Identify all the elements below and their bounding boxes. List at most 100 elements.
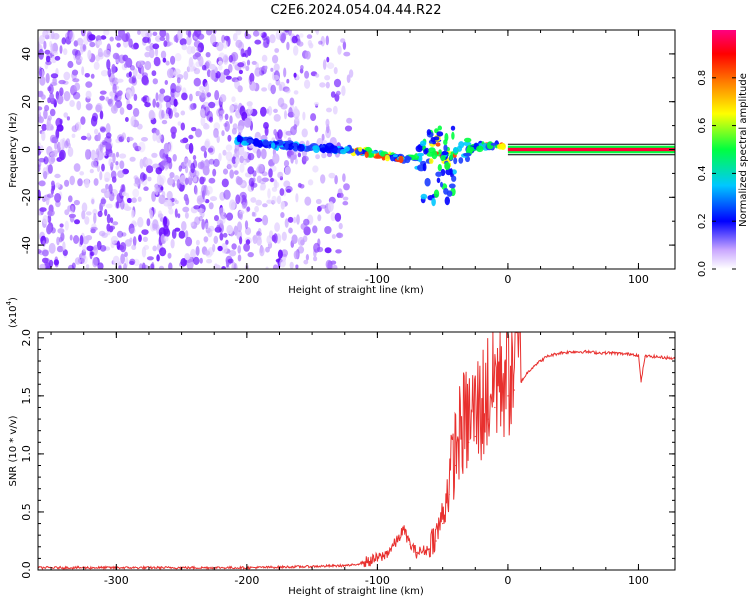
signal-blob (356, 150, 360, 156)
signal-blob (420, 193, 428, 200)
signal-blob (417, 152, 424, 157)
noise-blob (213, 130, 219, 139)
noise-blob (340, 38, 346, 43)
noise-blob (256, 236, 262, 246)
noise-blob (117, 90, 123, 96)
signal-blob (419, 140, 427, 147)
noise-blob (302, 155, 309, 162)
noise-blob (196, 47, 202, 52)
noise-blob (144, 51, 151, 58)
noise-blob (312, 165, 319, 173)
snr-frame (37, 331, 676, 571)
noise-blob (104, 190, 111, 199)
noise-blob (325, 35, 329, 46)
noise-blob (272, 54, 279, 64)
noise-blob (74, 82, 81, 91)
noise-blob (141, 262, 146, 269)
noise-blob (41, 123, 47, 131)
noise-blob (180, 139, 187, 144)
signal-blob (463, 152, 472, 157)
steady-line-core (507, 147, 675, 152)
y-tick-label: 1.5 (20, 387, 33, 405)
noise-blob (116, 42, 121, 48)
noise-blob (342, 173, 346, 183)
noise-blob (320, 35, 325, 47)
noise-blob (160, 50, 167, 59)
noise-blob (301, 128, 308, 138)
noise-blob (108, 225, 114, 233)
noise-blob (161, 191, 166, 198)
noise-blob (237, 62, 245, 68)
noise-blob (293, 45, 299, 56)
noise-blob (216, 41, 224, 52)
noise-blob (286, 41, 290, 51)
noise-blob (249, 81, 257, 91)
snr-data-point (468, 441, 470, 443)
noise-blob (193, 77, 201, 87)
noise-blob (177, 213, 181, 219)
noise-blob (313, 101, 320, 106)
noise-blob (137, 216, 144, 228)
colorbar-tick-label: 0.4 (697, 165, 708, 181)
noise-blob (264, 127, 268, 134)
noise-blob (126, 197, 132, 204)
noise-blob (129, 237, 133, 243)
noise-blob (221, 178, 229, 188)
noise-blob (273, 63, 280, 72)
noise-blob (49, 108, 56, 117)
noise-blob (272, 74, 280, 81)
noise-blob (325, 259, 333, 269)
noise-blob (283, 180, 291, 188)
noise-blob (51, 51, 59, 56)
noise-blob (180, 258, 188, 267)
noise-blob (85, 90, 92, 99)
noise-blob (182, 206, 190, 213)
noise-blob (85, 103, 93, 111)
noise-blob (285, 185, 293, 193)
colorbar-tick-label: 0.2 (697, 213, 708, 229)
y-tick-label: 40 (20, 47, 33, 61)
noise-blob (48, 84, 54, 95)
noise-blob (288, 107, 293, 117)
noise-blob (87, 49, 92, 60)
noise-blob (159, 36, 166, 41)
noise-blob (261, 31, 268, 41)
noise-blob (97, 210, 103, 218)
noise-blob (185, 30, 192, 36)
noise-blob (303, 259, 309, 265)
noise-blob (302, 235, 308, 243)
noise-blob (125, 89, 133, 100)
snr-data-point (350, 564, 352, 566)
noise-blob (235, 30, 242, 36)
noise-blob (335, 90, 341, 96)
colorbar-tick-label: 0.0 (697, 261, 708, 277)
noise-blob (224, 113, 229, 121)
noise-blob (209, 196, 218, 202)
noise-blob (75, 55, 83, 63)
noise-blob (178, 165, 182, 172)
noise-blob (107, 67, 112, 78)
noise-blob (205, 52, 211, 58)
noise-blob (254, 205, 259, 213)
noise-blob (277, 171, 284, 179)
noise-blob (118, 265, 122, 269)
noise-blob (115, 164, 120, 170)
noise-blob (138, 263, 143, 269)
noise-blob (73, 235, 80, 244)
noise-blob (168, 141, 173, 153)
noise-blob (287, 30, 292, 36)
noise-blob (213, 127, 219, 138)
noise-blob (244, 117, 252, 128)
noise-blob (79, 171, 85, 176)
signal-blob (458, 157, 464, 164)
noise-blob (266, 235, 272, 245)
noise-blob (190, 162, 195, 174)
noise-blob (71, 133, 76, 138)
noise-blob (103, 30, 110, 36)
snr-data-point (598, 352, 600, 354)
noise-blob (115, 161, 119, 166)
noise-blob (179, 175, 187, 185)
signal-blob (428, 158, 434, 164)
noise-blob (270, 84, 277, 95)
noise-blob (313, 256, 318, 262)
